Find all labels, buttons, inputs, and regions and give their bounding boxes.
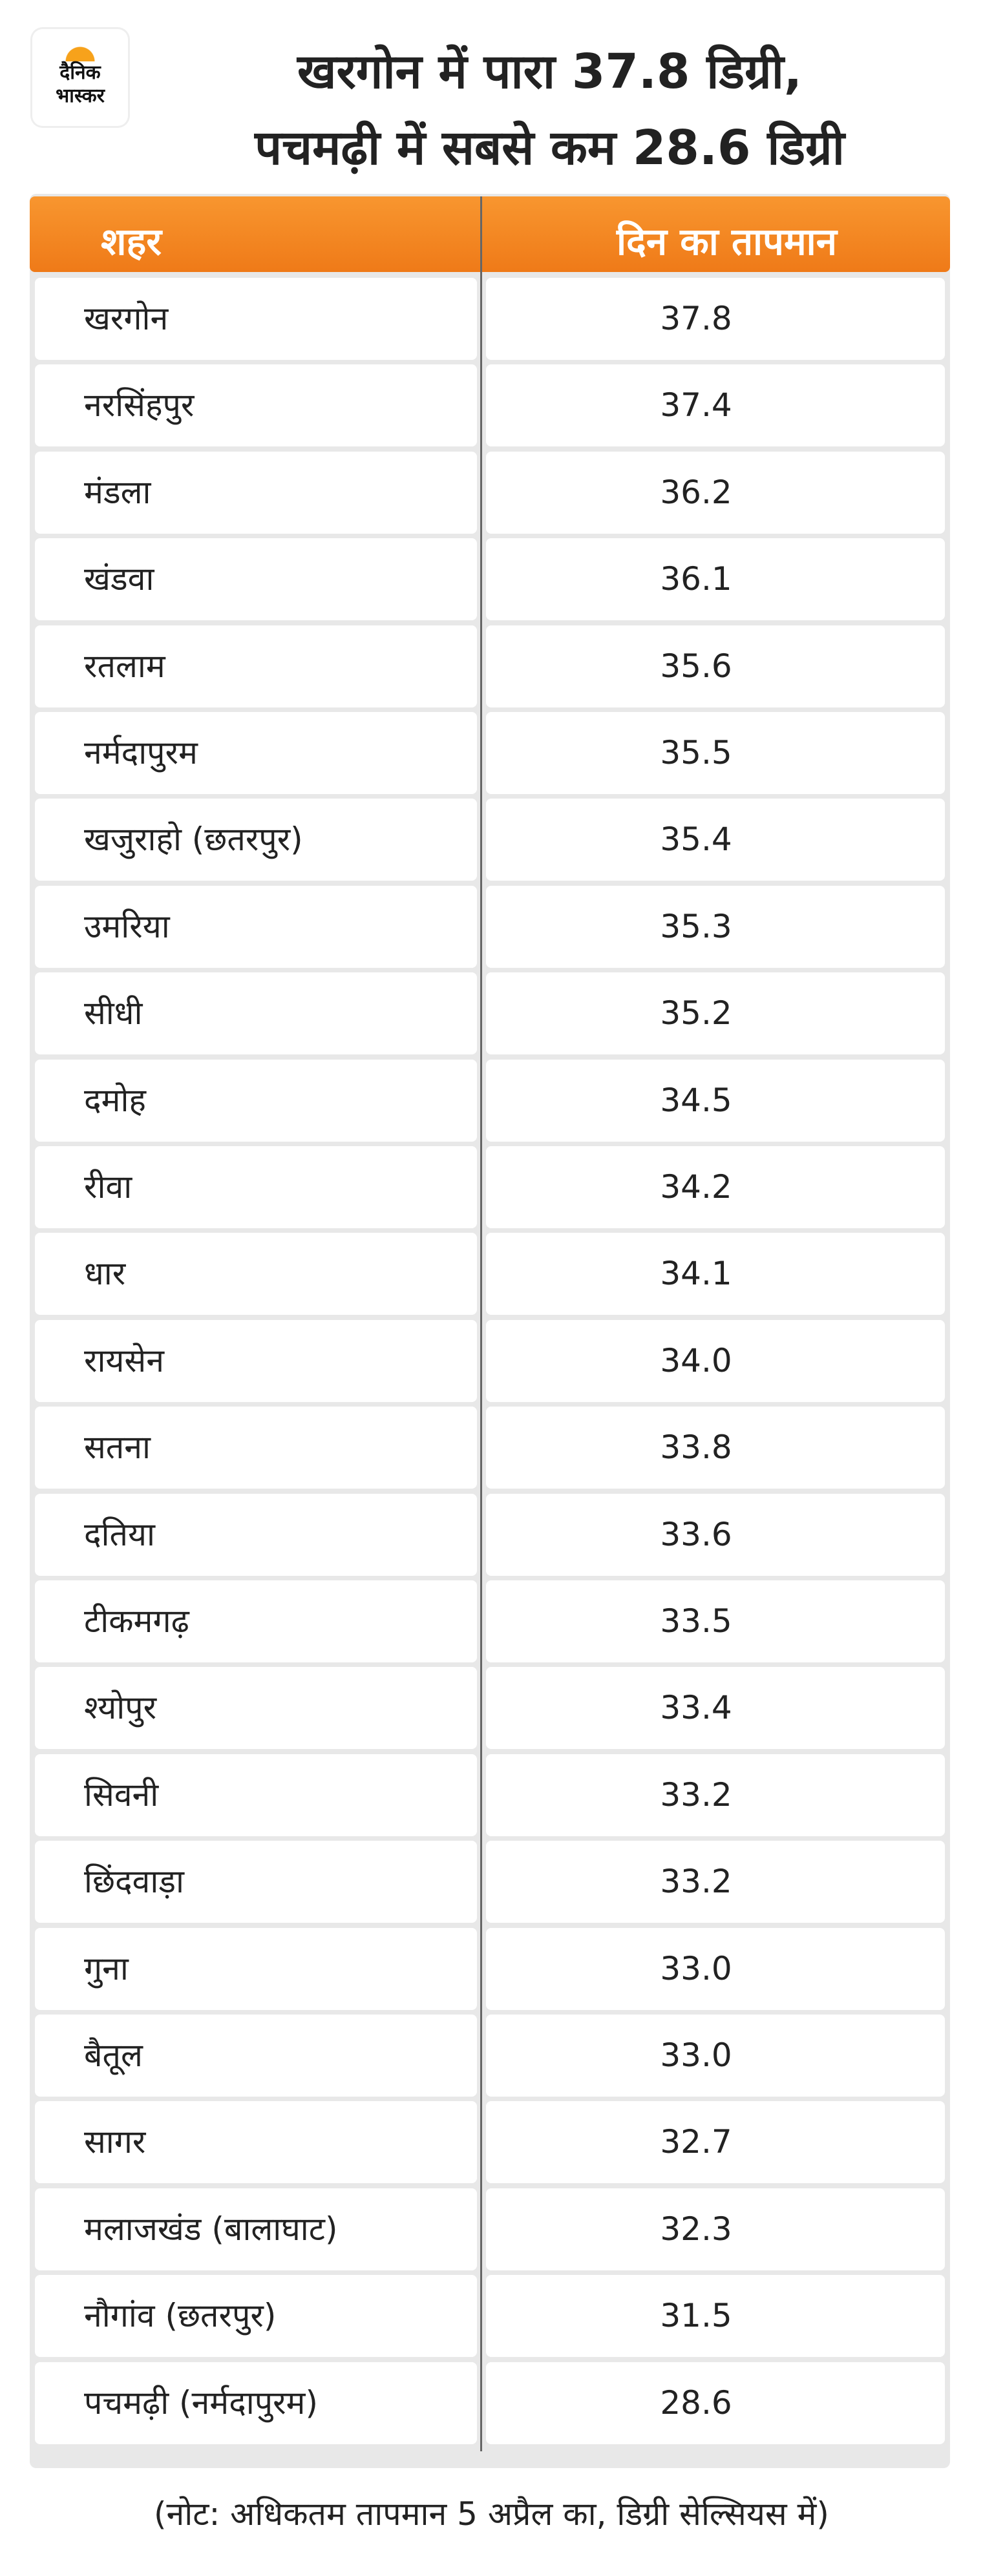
table-row: धार 34.1 <box>35 1233 945 1315</box>
temperature-cell: 33.8 <box>486 1407 945 1489</box>
table-row: मंडला 36.2 <box>35 451 945 534</box>
column-header: दिन का तापमान <box>617 220 837 264</box>
table-row: खंडवा 36.1 <box>35 538 945 621</box>
temperature-cell: 32.7 <box>486 2101 945 2184</box>
table-row: उमरिया 35.3 <box>35 885 945 968</box>
city-cell: नौगांव (छतरपुर) <box>35 2275 477 2358</box>
city-cell: बैतूल <box>35 2015 477 2097</box>
table-row: सीधी 35.2 <box>35 972 945 1055</box>
temperature-cell: 35.6 <box>486 625 945 707</box>
table: शहर दिन का तापमान खरगोन 37.8 नरसिंहपुर 37.4… <box>30 194 950 2468</box>
city-cell: खजुराहो (छतरपुर) <box>35 799 477 881</box>
table-row: सतना 33.8 <box>35 1407 945 1489</box>
city-cell: सागर <box>35 2101 477 2184</box>
table-row: नौगांव (छतरपुर) 31.5 <box>35 2275 945 2358</box>
column-header: शहर <box>101 220 162 264</box>
logo: दैनिक भास्कर <box>32 29 128 126</box>
table-row: सागर 32.7 <box>35 2101 945 2184</box>
city-cell: रायसेन <box>35 1319 477 1402</box>
city-cell: धार <box>35 1233 477 1315</box>
temperature-cell: 35.5 <box>486 712 945 794</box>
city-cell: नरसिंहपुर <box>35 364 477 447</box>
table-row: टीकमगढ़ 33.5 <box>35 1580 945 1662</box>
temperature-cell: 34.2 <box>486 1146 945 1228</box>
temperature-cell: 31.5 <box>486 2275 945 2358</box>
temperature-cell: 36.2 <box>486 451 945 534</box>
temperature-cell: 34.1 <box>486 1233 945 1315</box>
city-cell: गुना <box>35 1927 477 2010</box>
city-cell: रतलाम <box>35 625 477 707</box>
table-row: बैतूल 33.0 <box>35 2015 945 2097</box>
table-row: नरसिंहपुर 37.4 <box>35 364 945 447</box>
temperature-cell: 35.2 <box>486 972 945 1055</box>
temperature-cell: 34.5 <box>486 1059 945 1142</box>
temperature-cell: 35.3 <box>486 885 945 968</box>
title-line: पचमढ़ी में सबसे कम 28.6 डिग्री <box>255 120 845 176</box>
column-divider <box>480 196 482 2451</box>
city-cell: दमोह <box>35 1059 477 1142</box>
city-cell: श्योपुर <box>35 1667 477 1750</box>
city-cell: रीवा <box>35 1146 477 1228</box>
logo-text: दैनिक <box>59 61 101 84</box>
logo-text: भास्कर <box>56 85 105 107</box>
table-row: रायसेन 34.0 <box>35 1319 945 1402</box>
temperature-cell: 35.4 <box>486 799 945 881</box>
table-row: खजुराहो (छतरपुर) 35.4 <box>35 799 945 881</box>
title-line: खरगोन में पारा 37.8 डिग्री, <box>297 44 802 99</box>
city-cell: सीधी <box>35 972 477 1055</box>
table-row: पचमढ़ी (नर्मदापुरम) 28.6 <box>35 2361 945 2444</box>
temperature-cell: 37.4 <box>486 364 945 447</box>
table-row: रीवा 34.2 <box>35 1146 945 1228</box>
temperature-cell: 37.8 <box>486 278 945 360</box>
table-row: दमोह 34.5 <box>35 1059 945 1142</box>
temperature-cell: 36.1 <box>486 538 945 621</box>
city-cell: छिंदवाड़ा <box>35 1841 477 1923</box>
city-cell: सतना <box>35 1407 477 1489</box>
logo-icon <box>62 36 98 61</box>
city-cell: मंडला <box>35 451 477 534</box>
table-header: शहर दिन का तापमान <box>30 196 950 272</box>
temperature-cell: 33.2 <box>486 1754 945 1836</box>
city-cell: खरगोन <box>35 278 477 360</box>
table-row: मलाजखंड (बालाघाट) 32.3 <box>35 2188 945 2270</box>
city-cell: नर्मदापुरम <box>35 712 477 794</box>
table-row: श्योपुर 33.4 <box>35 1667 945 1750</box>
table-row: खरगोन 37.8 <box>35 278 945 360</box>
temperature-cell: 33.4 <box>486 1667 945 1750</box>
table-row: सिवनी 33.2 <box>35 1754 945 1836</box>
city-cell: मलाजखंड (बालाघाट) <box>35 2188 477 2270</box>
temperature-cell: 33.6 <box>486 1493 945 1576</box>
footnote: (नोट: अधिकतम तापमान 5 अप्रैल का, डिग्री … <box>154 2495 829 2533</box>
temperature-cell: 33.0 <box>486 1927 945 2010</box>
city-cell: पचमढ़ी (नर्मदापुरम) <box>35 2361 477 2444</box>
city-cell: दतिया <box>35 1493 477 1576</box>
table-row: गुना 33.0 <box>35 1927 945 2010</box>
title: खरगोन में पारा 37.8 डिग्री, पचमढ़ी में स… <box>129 34 970 186</box>
table-row: छिंदवाड़ा 33.2 <box>35 1841 945 1923</box>
temperature-cell: 28.6 <box>486 2361 945 2444</box>
temperature-cell: 32.3 <box>486 2188 945 2270</box>
city-cell: टीकमगढ़ <box>35 1580 477 1662</box>
temperature-cell: 34.0 <box>486 1319 945 1402</box>
table-row: रतलाम 35.6 <box>35 625 945 707</box>
city-cell: खंडवा <box>35 538 477 621</box>
temperature-cell: 33.2 <box>486 1841 945 1923</box>
table-row: दतिया 33.6 <box>35 1493 945 1576</box>
temperature-cell: 33.5 <box>486 1580 945 1662</box>
table-row: नर्मदापुरम 35.5 <box>35 712 945 794</box>
city-cell: उमरिया <box>35 885 477 968</box>
city-cell: सिवनी <box>35 1754 477 1836</box>
temperature-cell: 33.0 <box>486 2015 945 2097</box>
